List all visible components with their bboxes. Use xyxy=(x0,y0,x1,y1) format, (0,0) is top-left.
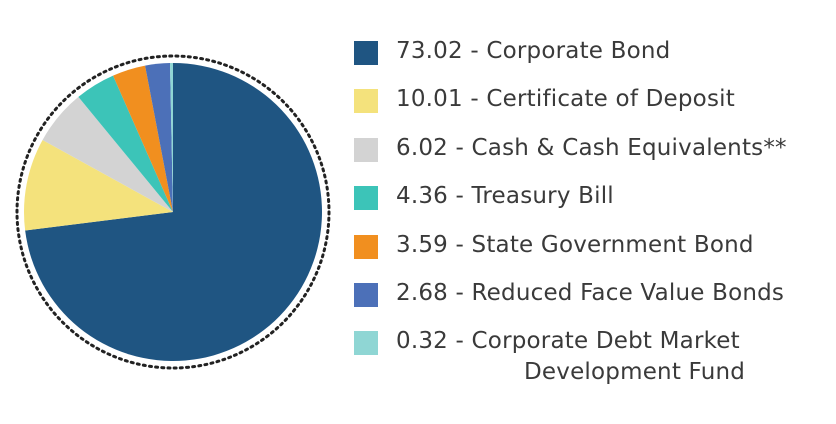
pie-slice-cash-cash-equivalents xyxy=(42,96,173,212)
pie-slices xyxy=(24,63,323,361)
legend-item-reduced-face-value-bonds: 2.68 - Reduced Face Value Bonds xyxy=(354,278,824,326)
pie-slice-certificate-of-deposit xyxy=(24,139,173,231)
legend-swatch xyxy=(354,186,378,211)
pie-slice-reduced-face-value-bonds xyxy=(145,63,173,212)
legend: 73.02 - Corporate Bond 10.01 - Certifica… xyxy=(354,36,824,385)
pie-slice-corporate-bond xyxy=(25,63,323,361)
pie-slice-treasury-bill xyxy=(78,75,173,212)
legend-label: 3.59 - State Government Bond xyxy=(396,231,754,258)
legend-label: 4.36 - Treasury Bill xyxy=(396,183,614,210)
legend-label-line-2: Development Fund xyxy=(524,359,746,386)
legend-label-line-1: 0.32 - Corporate Debt Market xyxy=(396,328,740,355)
legend-item-corporate-debt-market-fund: 0.32 - Corporate Debt Market Development… xyxy=(354,326,824,385)
pie-dotted-outline xyxy=(15,54,331,370)
legend-item-certificate-of-deposit: 10.01 - Certificate of Deposit xyxy=(354,84,824,132)
pie-slice-corporate-debt-market-development-fund xyxy=(170,63,173,212)
legend-item-corporate-bond: 73.02 - Corporate Bond xyxy=(354,36,824,84)
legend-swatch xyxy=(354,234,378,259)
legend-label: 2.68 - Reduced Face Value Bonds xyxy=(396,279,785,306)
legend-swatch xyxy=(354,137,378,162)
legend-item-treasury-bill: 4.36 - Treasury Bill xyxy=(354,181,824,229)
legend-label: 73.02 - Corporate Bond xyxy=(396,38,671,64)
legend-swatch xyxy=(354,41,378,65)
legend-item-cash-equivalents: 6.02 - Cash & Cash Equivalents** xyxy=(354,133,824,181)
legend-label: 10.01 - Certificate of Deposit xyxy=(396,86,735,113)
legend-swatch xyxy=(354,331,378,356)
legend-label: 6.02 - Cash & Cash Equivalents** xyxy=(396,134,787,161)
legend-label: 0.32 - Corporate Debt Market Development… xyxy=(396,326,745,388)
pie-slice-state-government-bond xyxy=(113,65,173,213)
legend-swatch xyxy=(354,282,378,307)
legend-swatch xyxy=(354,89,378,114)
legend-item-state-government-bond: 3.59 - State Government Bond xyxy=(354,230,824,278)
